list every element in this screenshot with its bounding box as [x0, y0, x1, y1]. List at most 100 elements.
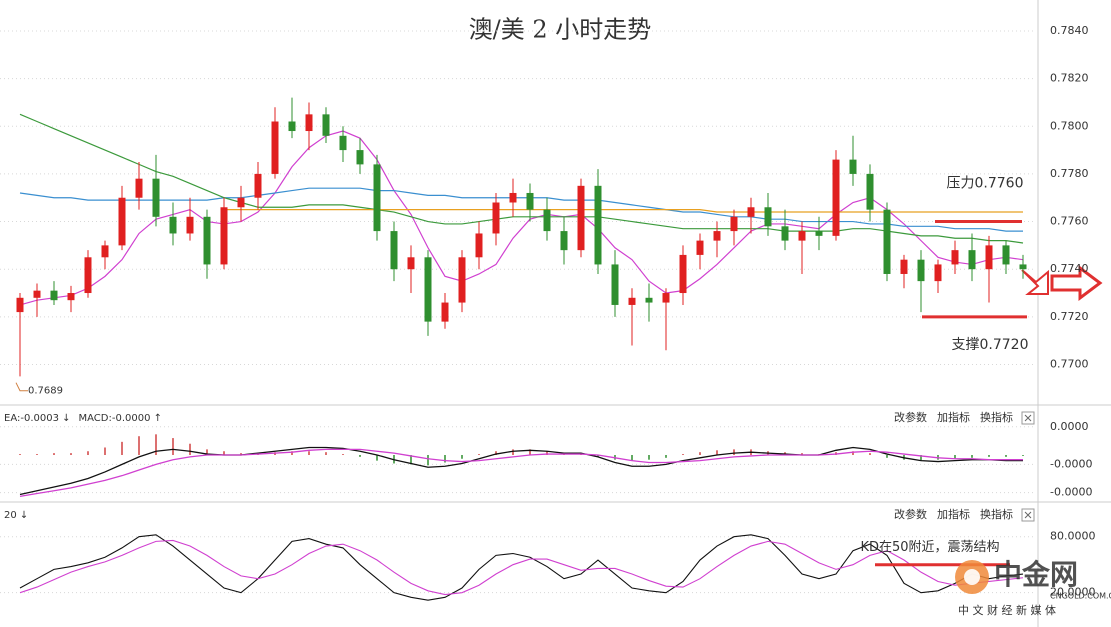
y-tick-label: 0.7840: [1050, 24, 1089, 37]
y-tick-label: 0.7780: [1050, 167, 1089, 180]
candle-body: [577, 185, 585, 251]
low-marker: [15, 382, 28, 392]
arrow-icon: [1021, 269, 1049, 295]
candle-body: [866, 173, 874, 210]
indicator-line: [19, 534, 1024, 601]
candle-body: [271, 121, 279, 174]
candle-body: [101, 245, 109, 258]
candle-body: [84, 257, 92, 294]
indicator-button[interactable]: 换指标: [980, 410, 1013, 424]
level-label: 压力0.7760: [947, 176, 1024, 192]
candle-body: [526, 192, 534, 210]
candle-body: [390, 231, 398, 270]
candle-body: [237, 197, 245, 208]
candle-body: [135, 178, 143, 198]
indicator-line: [19, 187, 1023, 232]
candle-body: [475, 233, 483, 258]
candle-body: [543, 209, 551, 232]
candle-body: [628, 297, 636, 305]
candle-body: [118, 197, 126, 246]
candle-body: [50, 290, 58, 301]
candle-body: [407, 257, 415, 270]
candle-body: [339, 135, 347, 151]
candle-body: [832, 159, 840, 236]
candle-body: [560, 231, 568, 251]
candle-body: [288, 121, 296, 132]
indicator-button[interactable]: 改参数: [894, 507, 927, 521]
indicator-button[interactable]: 改参数: [894, 410, 927, 424]
y-tick-label: -0.0000: [1050, 457, 1092, 470]
indicator-line: [19, 113, 1024, 244]
y-tick-label: -0.0000: [1050, 486, 1092, 499]
indicator-line: [224, 209, 1023, 213]
candle-body: [679, 254, 687, 294]
candle-body: [424, 257, 432, 322]
annotation-label: KD在50附近，震荡结构: [860, 540, 999, 555]
candle-body: [322, 114, 330, 136]
candle-body: [220, 207, 228, 265]
candle-body: [611, 264, 619, 305]
candle-body: [186, 216, 194, 234]
candle-body: [968, 250, 976, 270]
indicator-button[interactable]: 换指标: [980, 507, 1013, 521]
low-label: 0.7689: [28, 386, 63, 397]
y-tick-label: 0.7800: [1050, 119, 1089, 132]
y-tick-label: 0.0000: [1050, 420, 1089, 433]
candle-body: [951, 250, 959, 265]
watermark-site: CNGOLD.COM.CN: [1050, 592, 1111, 601]
candle-body: [305, 114, 313, 132]
candle-body: [730, 216, 738, 232]
candle-body: [764, 207, 772, 227]
candle-body: [492, 202, 500, 234]
candle-body: [798, 231, 806, 241]
candle-body: [169, 216, 177, 234]
candle-body: [900, 259, 908, 274]
watermark-slogan: 中 文 财 经 新 媒 体: [958, 603, 1056, 617]
candle-body: [594, 185, 602, 265]
candle-body: [356, 150, 364, 165]
candle-body: [16, 297, 24, 313]
chart-title: 澳/美 2 小时走势: [469, 16, 652, 44]
candle-body: [67, 293, 75, 301]
candle-body: [509, 192, 517, 203]
indicator-button[interactable]: 加指标: [937, 410, 970, 424]
candle-body: [373, 164, 381, 232]
close-icon: [1024, 414, 1032, 422]
candle-body: [917, 259, 925, 282]
candle-body: [33, 290, 41, 298]
logo-inner: [964, 569, 980, 585]
y-tick-label: 80.0000: [1050, 530, 1096, 543]
candle-body: [662, 293, 670, 303]
candle-body: [985, 245, 993, 270]
candle-body: [645, 297, 653, 303]
watermark-brand: 中金网: [994, 558, 1078, 591]
candle-body: [254, 173, 262, 198]
candle-body: [458, 257, 466, 303]
candle-body: [1002, 245, 1010, 265]
indicator-line: [19, 446, 1023, 496]
close-icon: [1024, 511, 1032, 519]
indicator-header: 20 ↓: [4, 510, 28, 521]
candle-body: [883, 209, 891, 274]
indicator-header: MACD:-0.0000 ↑: [79, 413, 163, 424]
indicator-header: EA:-0.0003 ↓: [4, 413, 71, 424]
y-tick-label: 0.7700: [1050, 358, 1089, 371]
indicator-line: [19, 539, 1024, 596]
candle-body: [781, 226, 789, 241]
level-label: 支撑0.7720: [952, 337, 1029, 353]
candle-body: [203, 216, 211, 265]
y-tick-label: 0.7720: [1050, 310, 1089, 323]
candle-body: [1019, 264, 1027, 270]
candle-body: [152, 178, 160, 217]
y-tick-label: 20.0000: [1050, 586, 1096, 599]
candle-body: [934, 264, 942, 282]
candle-body: [696, 240, 704, 255]
candle-body: [815, 231, 823, 236]
candle-body: [849, 159, 857, 174]
indicator-line: [19, 130, 1024, 306]
indicator-line: [19, 448, 1023, 498]
candle-body: [713, 231, 721, 241]
y-tick-label: 0.7820: [1050, 72, 1089, 85]
indicator-button[interactable]: 加指标: [937, 507, 970, 521]
